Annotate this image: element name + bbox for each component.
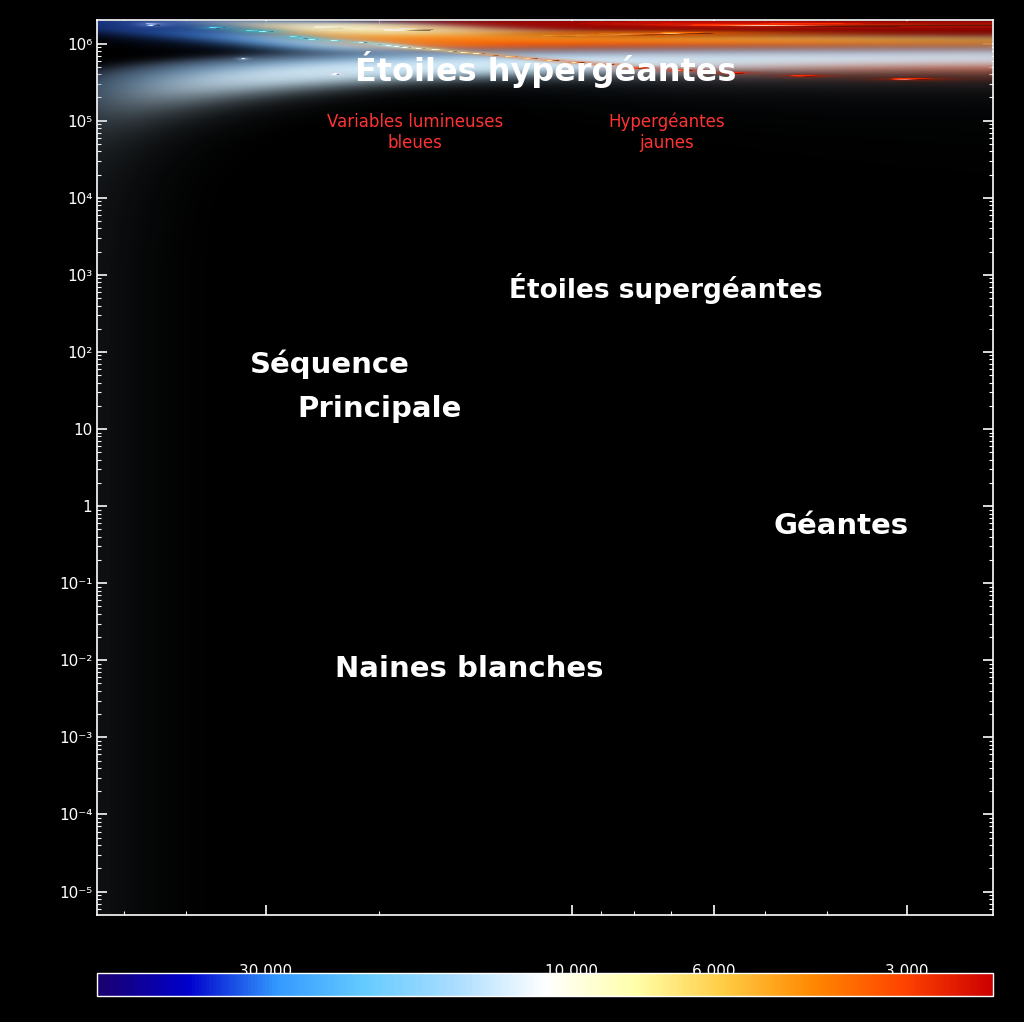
Text: Séquence: Séquence [250,350,411,379]
Text: Étoiles supergéantes: Étoiles supergéantes [509,273,823,305]
Text: Variables lumineuses
bleues: Variables lumineuses bleues [328,112,504,151]
Text: 6 000: 6 000 [692,964,736,979]
Text: Hypergéantes
jaunes: Hypergéantes jaunes [608,112,725,152]
Text: 30 000: 30 000 [240,964,293,979]
Text: Étoiles hypergéantes: Étoiles hypergéantes [354,51,736,88]
Text: Principale: Principale [297,396,462,423]
Text: 3 000: 3 000 [885,964,929,979]
Text: Naines blanches: Naines blanches [335,655,603,683]
Text: Géantes: Géantes [773,512,908,540]
Text: 10 000: 10 000 [546,964,598,979]
